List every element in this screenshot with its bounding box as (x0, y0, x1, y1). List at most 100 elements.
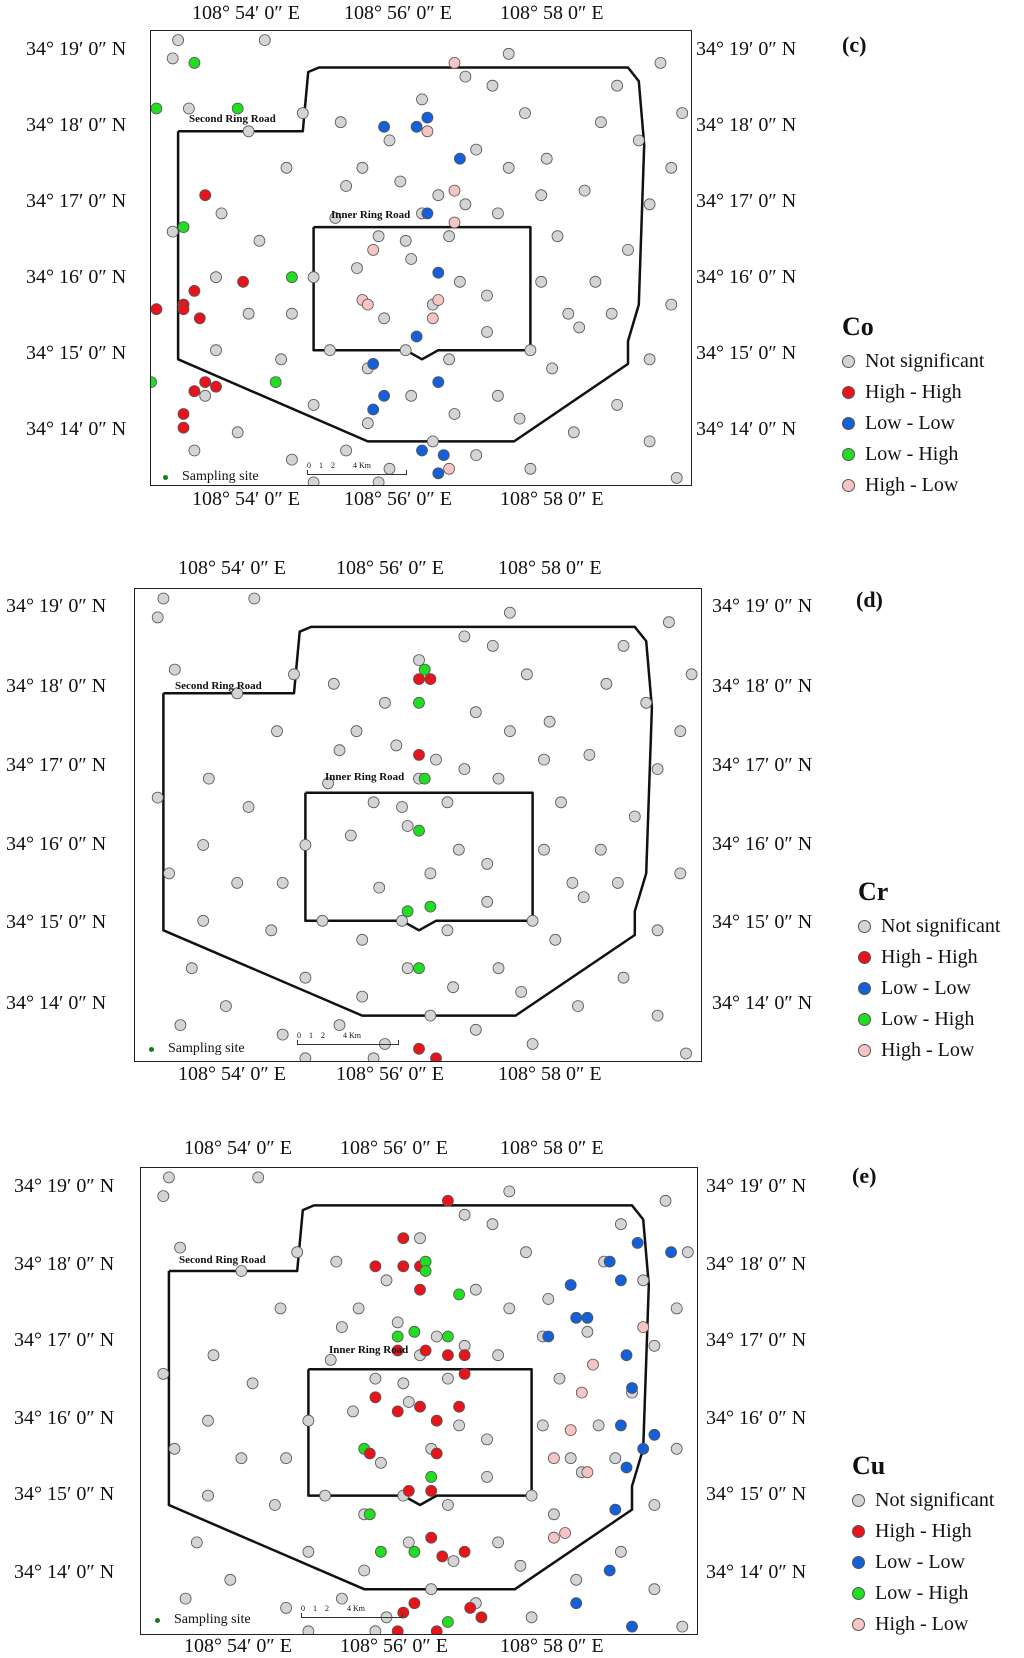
sampling-point-not-significant (231, 876, 244, 889)
panel-letter: (d) (856, 587, 883, 612)
legend-label: Not significant (881, 915, 1001, 937)
sampling-point-not-significant (441, 1372, 454, 1385)
sampling-point-not-significant (246, 1377, 259, 1390)
sampling-point-low-low (626, 1382, 638, 1394)
sampling-point-not-significant (425, 1583, 438, 1596)
legend-label: High - Low (881, 1039, 975, 1061)
legend-dot-icon (858, 982, 871, 995)
inner-ring-road-label: Inner Ring Road (329, 1344, 409, 1356)
sampling-point-not-significant (231, 426, 244, 439)
legend: Cr Not significant High - High Low - Low… (858, 877, 1000, 1066)
sampling-point-not-significant (210, 344, 222, 357)
sampling-point-low-high (408, 1325, 421, 1338)
lat-left-2: 34° 18′ 0″ N (26, 114, 127, 136)
sampling-point-not-significant (447, 1555, 460, 1568)
sampling-point-high-high (397, 1260, 410, 1273)
lat-right-4: 34° 16′ 0″ N (706, 1407, 807, 1429)
legend-title: Cr (858, 877, 889, 906)
sampling-point-low-low (581, 1311, 594, 1324)
sampling-point-not-significant (643, 435, 656, 448)
sampling-point-not-significant (231, 687, 244, 700)
lat-right-2: 34° 18′ 0″ N (696, 114, 797, 136)
legend: Co Not significant High - High Low - Low… (842, 312, 984, 501)
map-canvas (151, 34, 689, 485)
scale-bar-label: 0 1 2 4 Km (297, 1031, 361, 1040)
sampling-point-not-significant (546, 362, 559, 375)
sampling-point-not-significant (291, 1246, 304, 1259)
sampling-point-high-high (369, 1260, 382, 1273)
second-ring-road-label: Second Ring Road (175, 680, 262, 692)
second-ring-road-outline (167, 1204, 651, 1591)
legend-label: Not significant (865, 350, 985, 372)
sampling-point-low-high (401, 905, 414, 918)
sampling-point-low-high (441, 1330, 454, 1343)
legend-title: Cu (852, 1451, 886, 1480)
sampling-point-high-high (430, 1447, 443, 1460)
sampling-point-not-significant (470, 143, 483, 156)
sampling-point-not-significant (356, 933, 369, 946)
sampling-site-label: Sampling site (174, 1612, 251, 1627)
lat-right-5: 34° 15′ 0″ N (712, 911, 813, 933)
legend-item-low-high: Low - High (852, 1578, 994, 1609)
sampling-point-high-low (448, 184, 461, 197)
sampling-point-low-low (603, 1564, 616, 1577)
sampling-point-not-significant (520, 668, 533, 681)
legend-label: High - High (881, 946, 978, 968)
sampling-point-not-significant (210, 271, 222, 284)
sampling-point-low-low (570, 1597, 583, 1610)
sampling-point-not-significant (447, 981, 460, 994)
sampling-point-low-low (432, 266, 445, 279)
sampling-point-high-low (448, 56, 461, 69)
legend-dot-icon (858, 1013, 871, 1026)
sampling-point-not-significant (356, 990, 369, 1003)
sampling-point-not-significant (676, 1620, 689, 1633)
sampling-point-not-significant (665, 161, 678, 174)
sampling-point-high-low (367, 243, 380, 256)
lat-right-3: 34° 17′ 0″ N (706, 1329, 807, 1351)
sampling-point-not-significant (567, 426, 580, 439)
lat-left-2: 34° 18′ 0″ N (6, 675, 107, 697)
panel-c: 108° 54′ 0″ E 108° 56′ 0″ E 108° 58 0″ E… (0, 0, 1024, 520)
sampling-point-not-significant (481, 326, 493, 338)
sampling-point-not-significant (330, 1255, 343, 1268)
sampling-point-not-significant (151, 791, 164, 804)
sampling-point-high-high (430, 1625, 443, 1634)
sampling-point-not-significant (469, 1023, 482, 1036)
sampling-point-high-high (424, 673, 437, 685)
sampling-point-high-high (397, 1606, 410, 1619)
sampling-point-low-low (367, 403, 380, 416)
sampling-point-not-significant (542, 1293, 555, 1305)
sampling-point-not-significant (399, 344, 412, 357)
sampling-point-not-significant (333, 1019, 346, 1032)
sampling-point-not-significant (288, 668, 300, 681)
inner-ring-road-outline (304, 791, 534, 932)
sampling-point-high-low (421, 125, 434, 138)
sampling-point-not-significant (611, 398, 624, 411)
sampling-point-high-high (151, 303, 163, 316)
map-canvas (151, 592, 698, 1061)
legend-item-high-high: High - High (858, 942, 1000, 973)
lat-right-4: 34° 16′ 0″ N (696, 266, 797, 288)
sampling-point-not-significant (285, 453, 298, 466)
sampling-point-not-significant (486, 1218, 499, 1231)
sampling-point-not-significant (583, 748, 596, 761)
sampling-point-low-low (410, 120, 423, 133)
sampling-point-high-high (464, 1601, 477, 1614)
sampling-point-not-significant (401, 962, 414, 975)
sampling-point-high-high (436, 1550, 449, 1563)
sampling-point-not-significant (174, 1019, 187, 1032)
sampling-point-low-high (418, 772, 431, 785)
sampling-point-not-significant (503, 725, 516, 738)
legend-dot-icon (852, 1494, 865, 1507)
sampling-point-not-significant (525, 1489, 538, 1502)
sampling-point-high-low (559, 1527, 572, 1539)
legend-dot-icon (858, 1044, 871, 1057)
sampling-point-not-significant (469, 1283, 482, 1296)
legend-label: Low - High (881, 1008, 975, 1030)
map-canvas (157, 1171, 694, 1634)
sampling-point-not-significant (396, 801, 408, 813)
legend-dot-icon (852, 1556, 865, 1569)
sampling-point-not-significant (577, 891, 590, 904)
sampling-point-high-high (391, 1344, 404, 1357)
sampling-point-low-low (637, 1442, 650, 1455)
